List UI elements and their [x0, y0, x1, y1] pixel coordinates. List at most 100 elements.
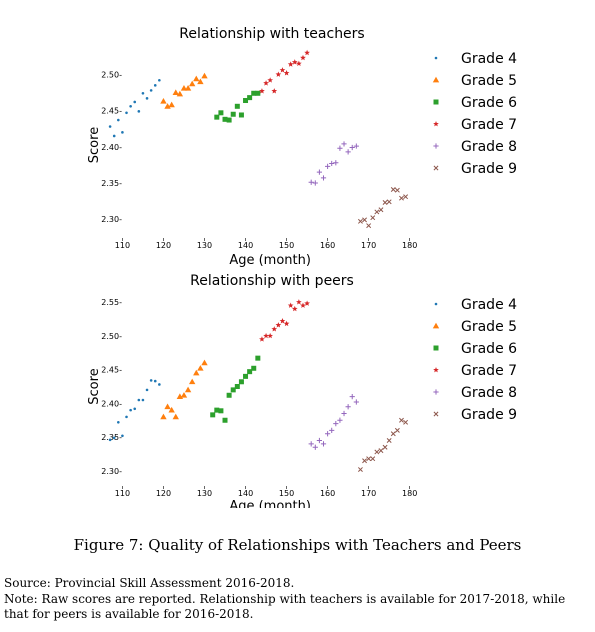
data-point	[333, 160, 339, 166]
data-point	[117, 118, 120, 122]
data-point	[357, 467, 363, 472]
y-tick-label: 2.30-	[101, 215, 122, 224]
data-point	[378, 207, 384, 213]
data-point	[275, 71, 282, 77]
x-tick-label: 160	[320, 489, 335, 498]
data-point	[133, 100, 137, 104]
data-point	[158, 383, 161, 386]
data-point	[259, 336, 265, 342]
x-tick-label: 180	[402, 241, 417, 250]
legend-marker	[434, 56, 438, 60]
data-point	[374, 209, 380, 215]
data-point	[251, 90, 257, 96]
legend: Grade 4 Grade 5 Grade 6 Grade 7 Grade 8 Grade…	[432, 297, 517, 423]
data-point	[164, 403, 171, 410]
data-point	[296, 299, 302, 305]
data-point	[304, 49, 310, 56]
x-tick-label: 120	[156, 241, 171, 250]
data-point	[218, 110, 224, 116]
data-point	[279, 67, 286, 73]
data-point	[125, 415, 128, 419]
x-tick-label: 150	[279, 241, 294, 250]
data-point	[226, 117, 232, 123]
data-point	[403, 419, 409, 425]
data-point	[230, 111, 236, 117]
series-grade-5	[160, 72, 208, 109]
series-grade-5	[160, 359, 208, 420]
data-point	[382, 444, 388, 450]
data-point	[349, 144, 355, 151]
data-point	[145, 97, 149, 100]
x-tick-label: 150	[279, 489, 294, 498]
chart-title: Relationship with teachers	[179, 26, 364, 42]
data-point	[153, 84, 157, 87]
data-point	[308, 179, 314, 185]
y-tick-label: 2.35-	[101, 179, 122, 188]
data-point	[341, 410, 347, 417]
data-point	[145, 388, 149, 392]
data-point	[394, 187, 400, 193]
data-point	[112, 134, 116, 138]
data-point	[329, 427, 335, 433]
y-tick-label: 2.40-	[101, 399, 122, 408]
series-grade-8	[308, 141, 359, 186]
series-grade-6	[210, 355, 261, 423]
series-grade-8	[308, 394, 359, 450]
figure-notes: Source: Provincial Skill Assessment 2016…	[4, 576, 592, 623]
data-point	[238, 379, 244, 385]
data-point	[275, 322, 282, 328]
data-point	[337, 417, 343, 423]
x-tick-label: 140	[238, 241, 253, 250]
chart-relationship-with-peers: Relationship with peers 2.30- 2.35- 2.40- 2.…	[87, 273, 517, 508]
legend-label: Grade 9	[461, 161, 517, 177]
data-point	[243, 373, 249, 379]
data-point	[197, 365, 204, 371]
data-point	[399, 195, 404, 201]
series-grade-6	[214, 90, 261, 123]
x-tick-label: 170	[361, 489, 376, 498]
data-point	[345, 404, 351, 410]
data-point	[188, 80, 196, 87]
data-point	[312, 444, 318, 450]
legend-marker	[432, 76, 440, 83]
legend-label: Grade 8	[461, 385, 517, 401]
data-point	[193, 369, 200, 376]
chart-relationship-with-teachers: Relationship with teachers 2.30- 2.35- 2.40…	[87, 26, 517, 268]
data-point	[370, 456, 376, 462]
data-point	[234, 103, 240, 109]
data-point	[394, 427, 400, 433]
data-point	[141, 398, 145, 402]
data-point	[121, 434, 124, 438]
data-point	[320, 441, 327, 447]
data-point	[325, 431, 331, 437]
legend-marker	[433, 389, 439, 395]
data-point	[108, 125, 112, 128]
data-point	[263, 332, 269, 339]
data-point	[112, 436, 116, 440]
data-point	[279, 318, 286, 324]
y-tick-label: 2.55-	[101, 298, 122, 307]
data-point	[133, 407, 137, 411]
legend-label: Grade 7	[461, 117, 517, 133]
data-point	[184, 386, 192, 393]
data-point	[201, 72, 208, 79]
data-point	[386, 199, 392, 205]
data-point	[160, 413, 167, 420]
data-point	[251, 365, 257, 371]
data-point	[291, 59, 298, 65]
legend-label: Grade 6	[461, 95, 517, 111]
series-grade-4	[108, 78, 161, 138]
data-point	[188, 378, 196, 385]
data-point	[247, 369, 253, 375]
x-tick-label: 180	[402, 489, 417, 498]
series-grade-7	[259, 49, 310, 94]
data-point	[366, 223, 372, 229]
legend-label: Grade 8	[461, 139, 517, 155]
legend-marker	[434, 302, 438, 306]
data-point	[180, 85, 188, 91]
data-point	[320, 175, 327, 181]
data-point	[149, 89, 153, 92]
legend-marker	[433, 367, 439, 373]
data-point	[271, 88, 278, 94]
data-point	[117, 420, 120, 424]
